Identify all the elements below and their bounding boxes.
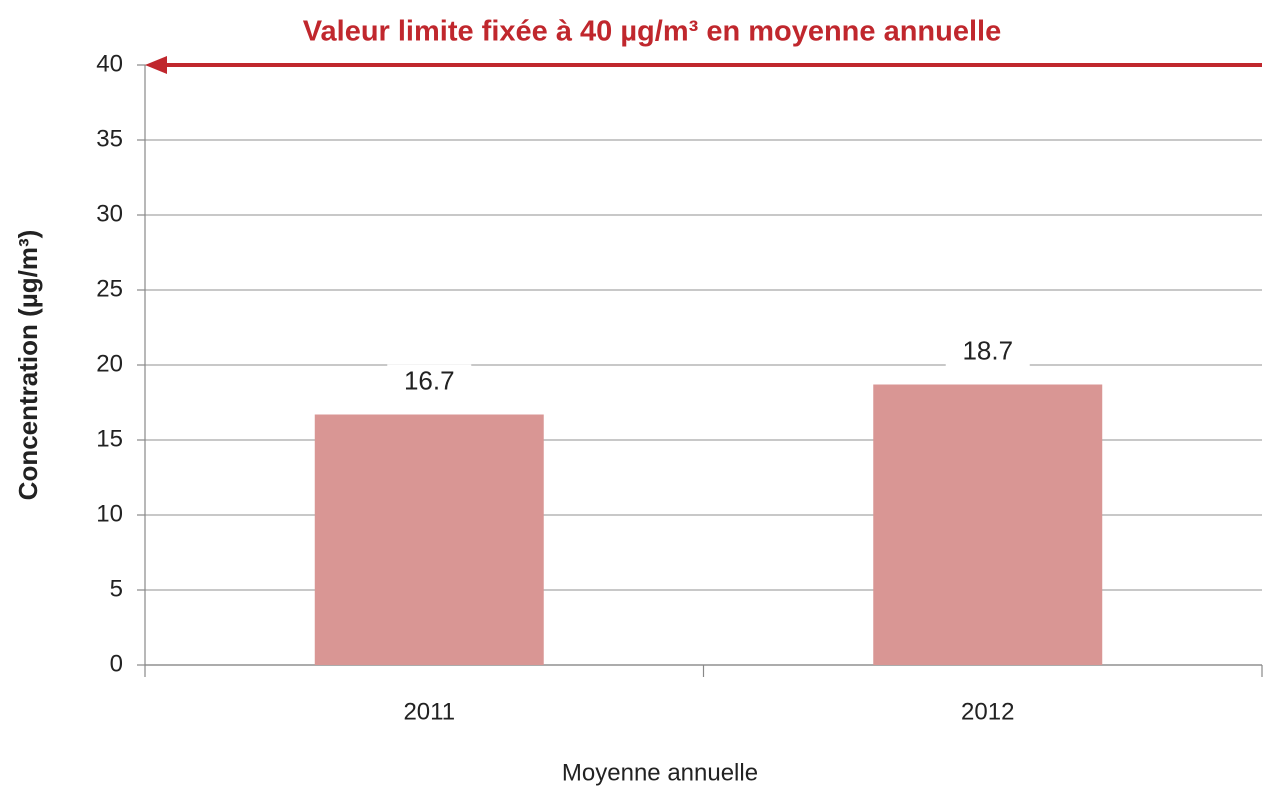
y-tick-label: 40 [96,50,123,77]
value-label-bg [945,334,1030,369]
x-axis-title: Moyenne annuelle [562,759,758,786]
x-tick-label: 2012 [961,698,1014,725]
limit-arrowhead [145,56,167,74]
y-tick-label: 0 [110,650,123,677]
y-axis-title: Concentration (µg/m³) [13,230,43,501]
value-label-bg [387,364,472,399]
limit-annotation: Valeur limite fixée à 40 µg/m³ en moyenn… [303,16,1001,48]
value-label: 16.7 [404,365,455,395]
y-tick-label: 25 [96,275,123,302]
bar [314,414,544,665]
x-tick-label: 2011 [403,698,455,725]
y-tick-label: 20 [96,350,123,377]
value-label: 18.7 [962,335,1013,365]
y-tick-label: 15 [96,425,123,452]
y-tick-label: 30 [96,200,123,227]
y-tick-label: 10 [96,500,123,527]
y-tick-label: 5 [110,575,123,602]
y-tick-label: 35 [96,125,123,152]
bar [873,384,1103,665]
